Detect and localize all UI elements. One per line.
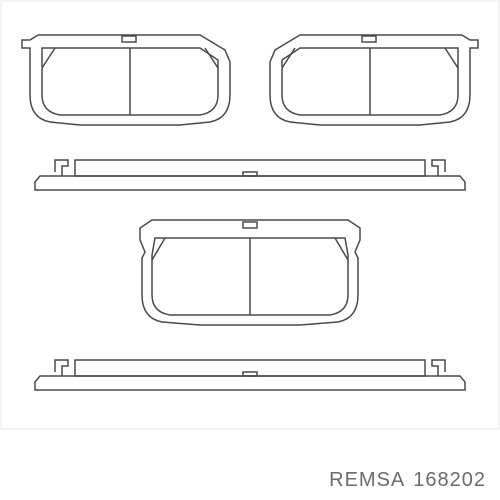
brand-name: REMSA (329, 469, 405, 492)
side-view-upper (35, 160, 465, 190)
pad-top-left (22, 35, 230, 125)
brake-pad-diagram (0, 0, 500, 500)
product-label: REMSA 168202 (329, 469, 486, 492)
part-number: 168202 (413, 469, 486, 492)
pad-top-right (270, 35, 478, 125)
side-view-lower (35, 360, 465, 390)
pad-center (140, 220, 360, 325)
